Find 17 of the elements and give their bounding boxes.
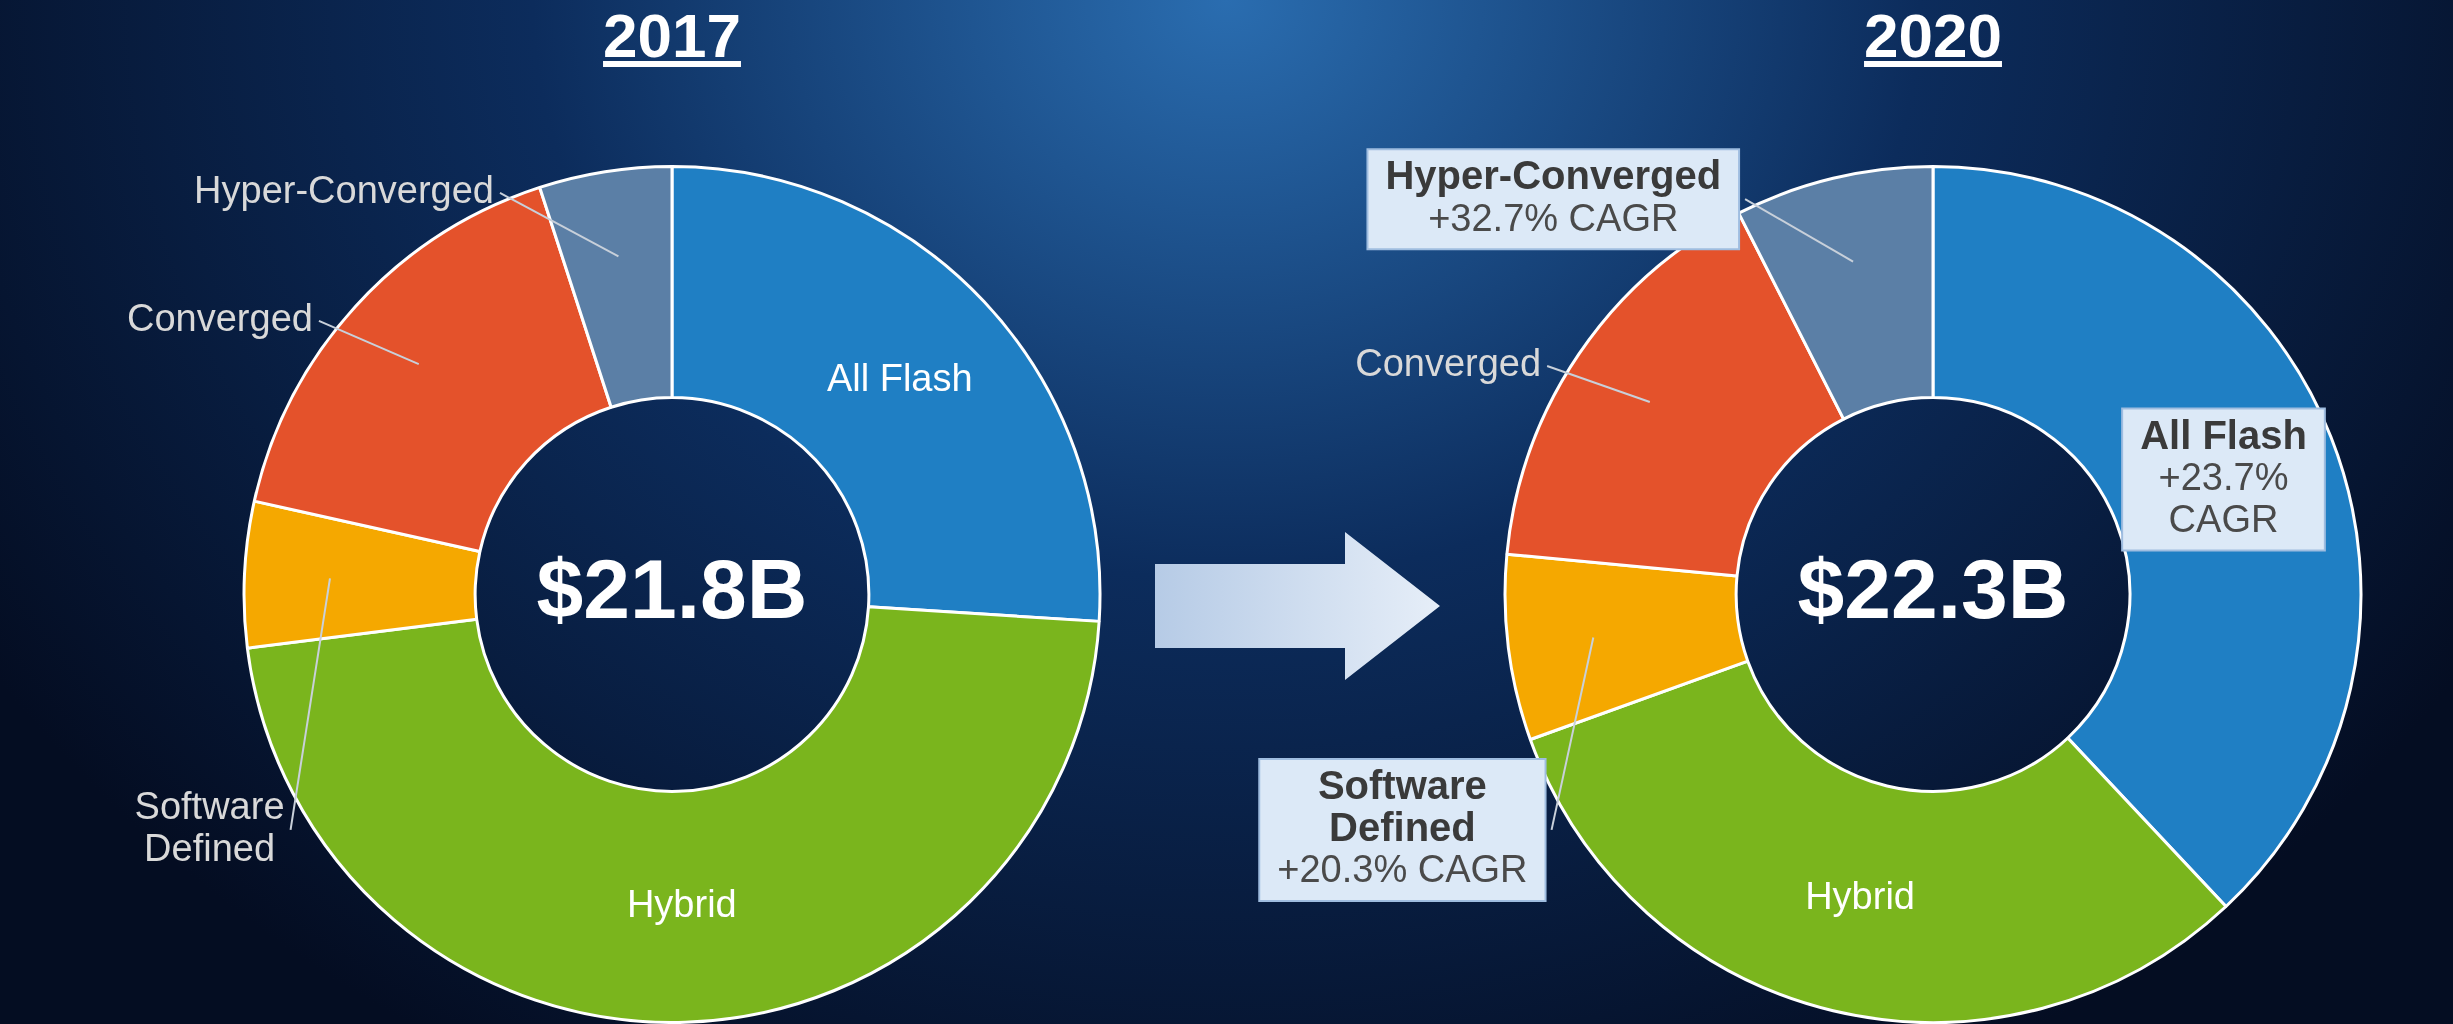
slice-label: All Flash bbox=[2140, 412, 2307, 457]
slice-label: All Flash bbox=[826, 357, 973, 400]
slice-label: Hyper-Converged bbox=[194, 169, 494, 212]
slice-label: Software Defined bbox=[1317, 762, 1487, 849]
slice-label: Hybrid bbox=[1805, 874, 1915, 917]
slice-label: Converged bbox=[1355, 342, 1542, 385]
text: $21.8B bbox=[536, 541, 808, 636]
text: +23.7% CAGR bbox=[2158, 455, 2289, 540]
slice-label: Converged bbox=[127, 297, 313, 340]
slice-label: Hyper-Converged bbox=[1385, 153, 1722, 198]
text: +20.3% CAGR bbox=[1277, 848, 1528, 891]
text: $22.3B bbox=[1797, 541, 2069, 636]
slice-label: Software Defined bbox=[134, 785, 285, 870]
text: +32.7% CAGR bbox=[1428, 196, 1679, 239]
slice-label: Hybrid bbox=[626, 883, 737, 926]
chart-title: 2020 bbox=[1864, 1, 2002, 70]
chart-title: 2017 bbox=[603, 1, 741, 70]
